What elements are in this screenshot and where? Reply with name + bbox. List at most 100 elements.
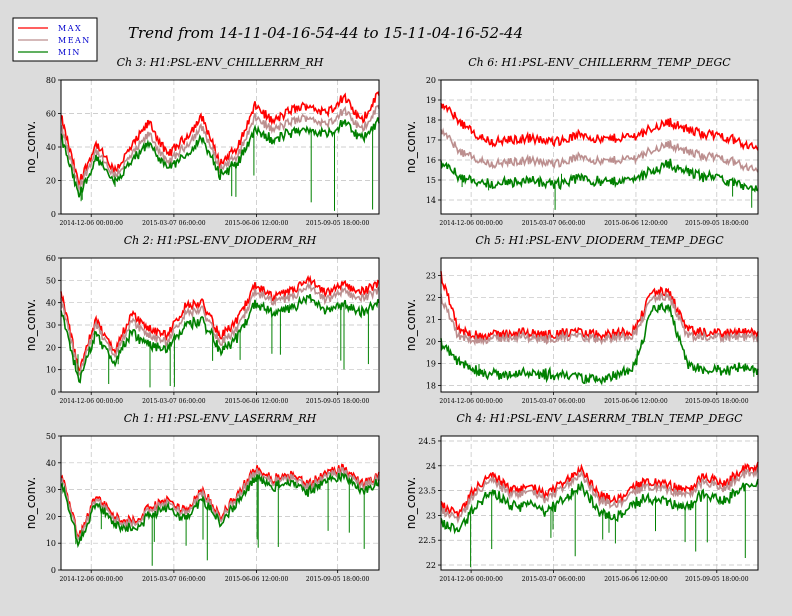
panel-laserrm-rh: 0 10 20 30 40 50 2014-12-06 00:00:00 2015-03-07…	[24, 412, 380, 583]
y-tick-label: 19	[426, 96, 436, 105]
y-tick-label: 50	[46, 276, 56, 285]
panel-title: Ch 3: H1:PSL-ENV_CHILLERRM_RH	[117, 56, 324, 69]
y-tick-label: 24	[426, 462, 436, 471]
figure-title: Trend from 14-11-04-16-54-44 to 15-11-04…	[128, 24, 523, 42]
y-tick-label: 20	[46, 177, 56, 186]
series-min-line	[60, 117, 380, 198]
plot-frame	[440, 79, 759, 215]
x-tick-label: 2014-12-06 00:00:00	[439, 220, 503, 227]
y-tick-label: 0	[51, 566, 56, 575]
y-tick-label: 15	[426, 176, 436, 185]
x-tick-label: 2014-12-06 00:00:00	[439, 576, 503, 583]
series-min-line	[60, 472, 380, 549]
panel-chillerrm-rh: 0 20 40 60 80 2014-12-06 00:00:00 2015-03-07 0…	[24, 56, 380, 227]
y-tick-label: 17	[426, 136, 436, 145]
y-axis-label: no_conv.	[24, 299, 38, 351]
y-tick-label: 0	[51, 210, 56, 219]
x-tick-label: 2015-06-06 12:00:00	[604, 220, 668, 227]
y-tick-label: 23	[426, 272, 436, 281]
y-axis-label: no_conv.	[404, 299, 418, 351]
x-tick-label: 2015-06-06 12:00:00	[225, 576, 289, 583]
y-tick-label: 40	[46, 299, 56, 308]
y-tick-label: 18	[426, 116, 436, 125]
x-tick-label: 2015-09-05 18:00:00	[306, 398, 370, 405]
series-max-line	[440, 271, 759, 342]
x-tick-label: 2015-03-07 06:00:00	[522, 576, 586, 583]
series-min-line	[440, 478, 759, 535]
series-max-line	[60, 274, 380, 372]
y-tick-label: 18	[426, 381, 436, 390]
x-tick-label: 2015-06-06 12:00:00	[225, 220, 289, 227]
y-tick-label: 20	[46, 343, 56, 352]
x-tick-label: 2015-09-05 18:00:00	[685, 576, 749, 583]
y-axis-label: no_conv.	[404, 477, 418, 529]
panel-dioderm-rh: 0 10 20 30 40 50 60 2014-12-06 00:00:00 2015-03-…	[24, 234, 380, 405]
x-tick-label: 2015-06-06 12:00:00	[225, 398, 289, 405]
plot-frame	[440, 257, 759, 393]
plot-frame	[60, 435, 380, 571]
legend-box: MAX MEAN MIN	[12, 17, 98, 62]
series-mean-line	[60, 466, 380, 542]
y-axis-label: no_conv.	[24, 121, 38, 173]
y-tick-label: 20	[46, 512, 56, 521]
plot-area	[61, 436, 379, 570]
x-tick-label: 2014-12-06 00:00:00	[59, 576, 123, 583]
x-tick-label: 2015-06-06 12:00:00	[604, 576, 668, 583]
panel-dioderm-temp: 18 19 20 21 22 23 2014-12-06 00:00:00 2015-03-0…	[404, 234, 759, 405]
x-tick-label: 2015-06-06 12:00:00	[604, 398, 668, 405]
x-tick-label: 2015-03-07 06:00:00	[142, 576, 206, 583]
series-mean-line	[60, 282, 380, 376]
x-tick-label: 2015-09-05 18:00:00	[685, 398, 749, 405]
series-min-line	[440, 158, 759, 193]
y-tick-label: 30	[46, 486, 56, 495]
y-tick-label: 23	[426, 511, 436, 520]
series-mean-line	[440, 290, 759, 347]
x-tick-label: 2015-03-07 06:00:00	[142, 398, 206, 405]
panel-title: Ch 6: H1:PSL-ENV_CHILLERRM_TEMP_DEGC	[468, 56, 731, 69]
y-tick-label: 22.5	[418, 536, 436, 545]
series-mean-line	[440, 467, 759, 524]
legend-mean-label: MEAN	[58, 36, 91, 45]
plot-frame	[440, 435, 759, 571]
y-tick-label: 20	[426, 76, 436, 85]
y-tick-label: 22	[426, 561, 436, 570]
x-tick-label: 2014-12-06 00:00:00	[439, 398, 503, 405]
y-tick-label: 10	[46, 366, 56, 375]
y-axis-label: no_conv.	[24, 477, 38, 529]
series-mean-line	[440, 127, 759, 173]
y-tick-label: 14	[426, 196, 436, 205]
y-tick-label: 40	[46, 459, 56, 468]
legend-max-label: MAX	[58, 24, 82, 33]
panel-title: Ch 4: H1:PSL-ENV_LASERRM_TBLN_TEMP_DEGC	[456, 412, 743, 425]
plot-area	[61, 80, 379, 214]
y-tick-label: 40	[46, 143, 56, 152]
panel-title: Ch 5: H1:PSL-ENV_DIODERM_TEMP_DEGC	[475, 234, 724, 247]
panels-group: 0 20 40 60 80 2014-12-06 00:00:00 2015-03-07 0…	[24, 56, 759, 583]
panel-laserrm-tbln-temp: 22 22.5 23 23.5 24 24.5 2014-12-06 00:00:00 201…	[404, 412, 759, 583]
y-tick-label: 21	[426, 316, 436, 325]
panel-title: Ch 2: H1:PSL-ENV_DIODERM_RH	[124, 234, 317, 247]
y-axis-label: no_conv.	[404, 121, 418, 173]
x-tick-label: 2015-03-07 06:00:00	[522, 398, 586, 405]
y-tick-label: 24.5	[418, 437, 436, 446]
legend-min-label: MIN	[58, 48, 81, 57]
x-tick-label: 2014-12-06 00:00:00	[59, 220, 123, 227]
y-tick-label: 50	[46, 432, 56, 441]
x-tick-label: 2015-09-05 18:00:00	[306, 576, 370, 583]
y-tick-label: 30	[46, 321, 56, 330]
y-tick-label: 19	[426, 359, 436, 368]
y-tick-label: 10	[46, 539, 56, 548]
y-tick-label: 80	[46, 76, 56, 85]
panel-chillerrm-temp: 14 15 16 17 18 19 20 2014-12-06 00:00:00 2015-03…	[404, 56, 759, 227]
y-tick-label: 0	[51, 388, 56, 397]
series-min-line	[440, 301, 759, 386]
y-tick-label: 20	[426, 337, 436, 346]
plot-area	[441, 80, 758, 214]
y-tick-label: 60	[46, 110, 56, 119]
x-tick-label: 2015-09-05 18:00:00	[685, 220, 749, 227]
x-tick-label: 2015-03-07 06:00:00	[142, 220, 206, 227]
series-max-line	[440, 103, 759, 151]
y-tick-label: 23.5	[418, 487, 436, 496]
